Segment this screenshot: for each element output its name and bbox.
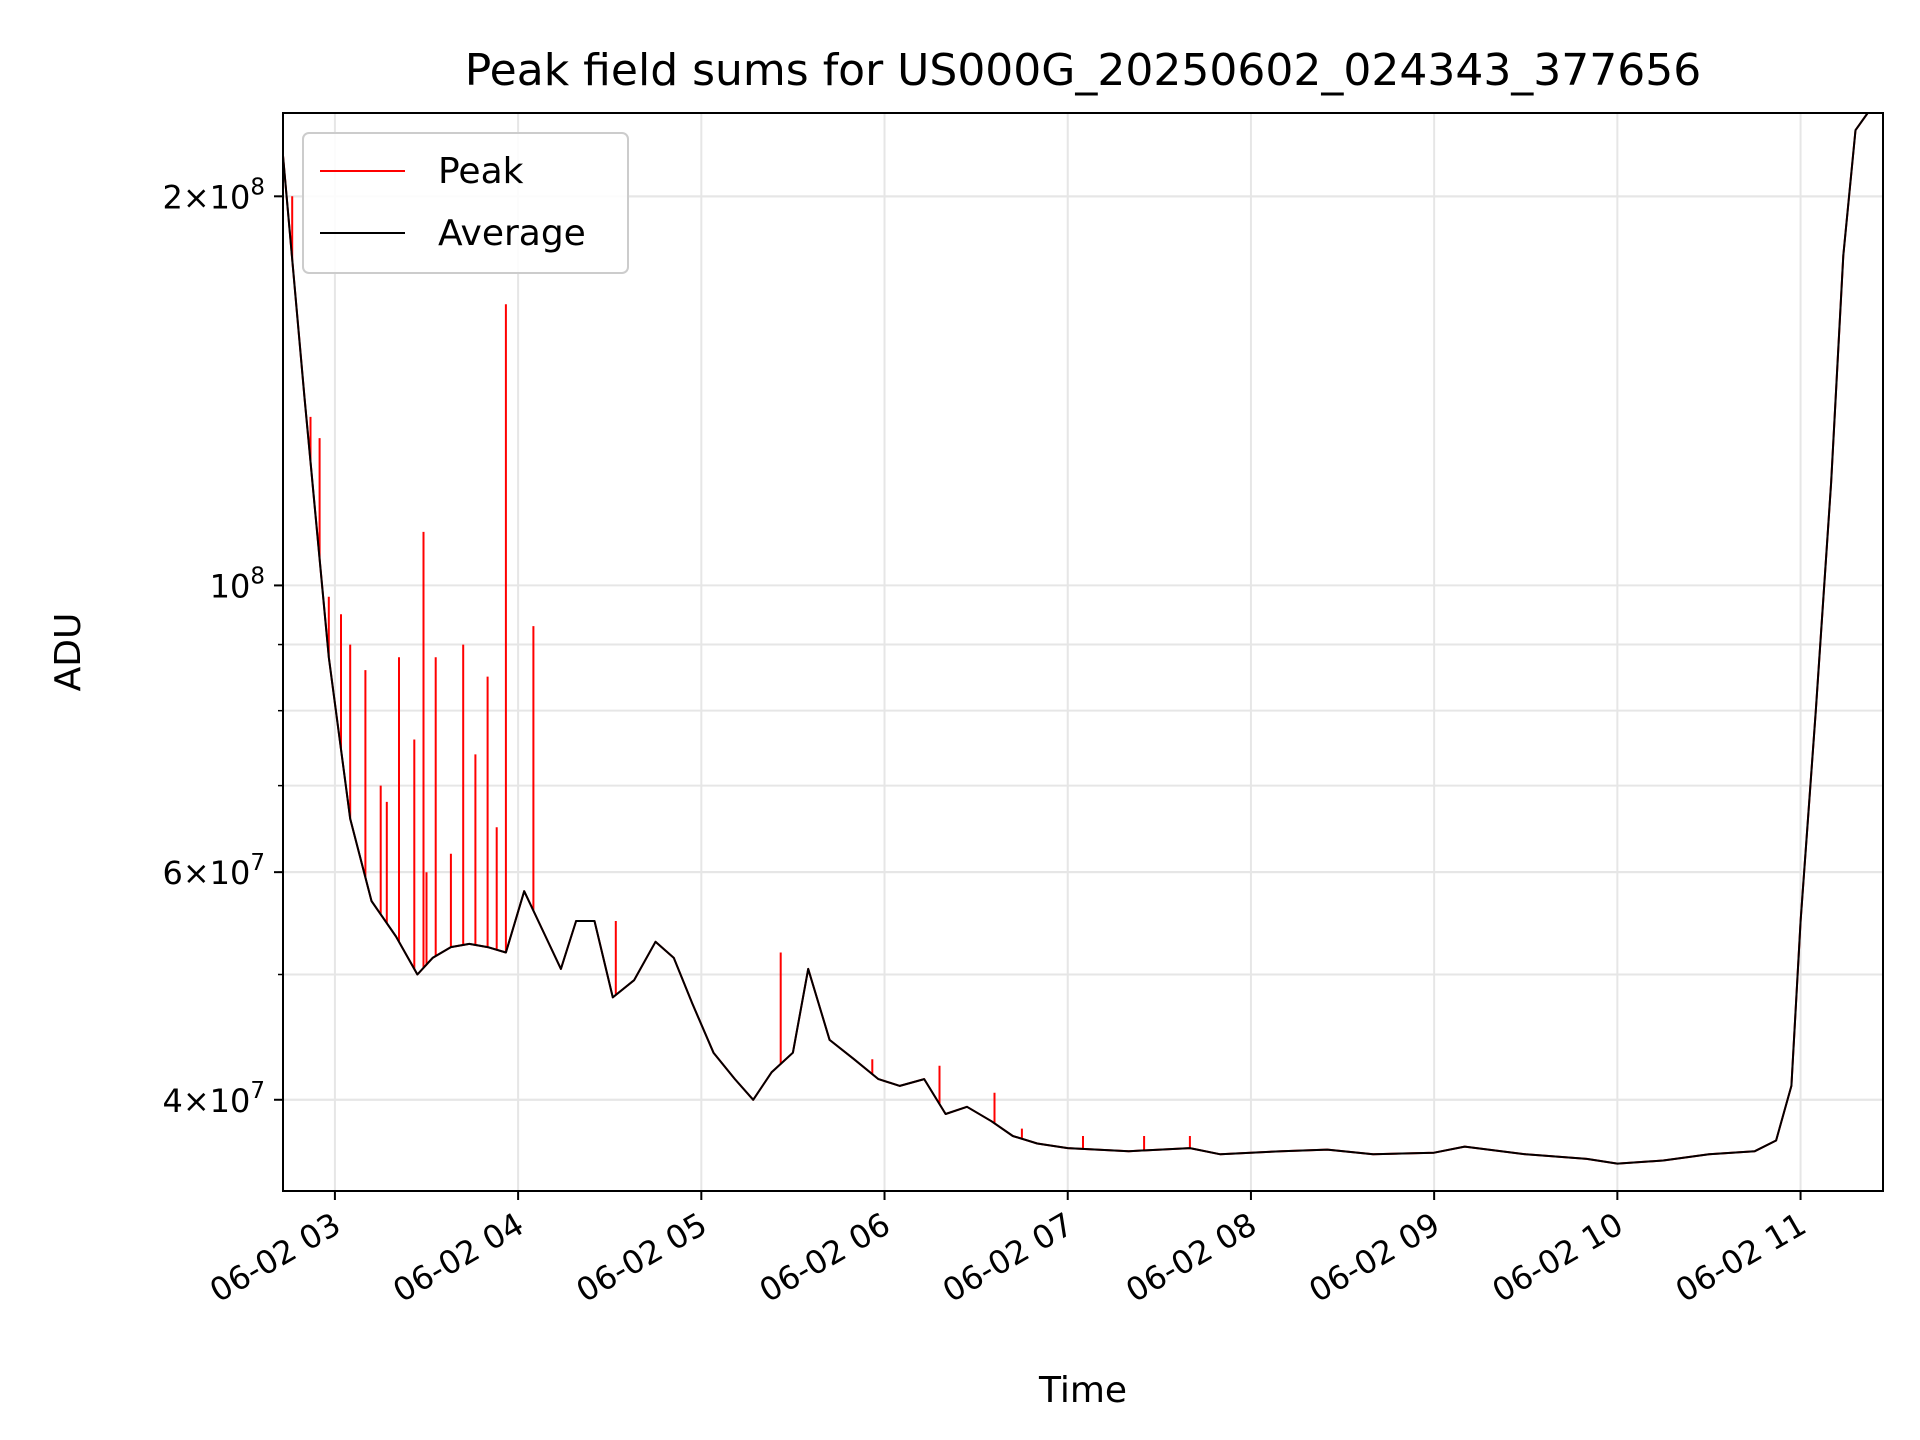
x-axis-label: Time bbox=[1038, 1370, 1127, 1411]
y-tick-label: 4×107 bbox=[162, 1078, 265, 1120]
legend-label-average: Average bbox=[438, 213, 586, 254]
y-axis-label: ADU bbox=[48, 613, 89, 692]
legend-box bbox=[302, 132, 629, 274]
legend-label-peak: Peak bbox=[438, 151, 524, 192]
y-tick-label: 2×108 bbox=[162, 174, 265, 216]
legend: Peak Average bbox=[302, 132, 629, 274]
plot-frame bbox=[282, 112, 1884, 1192]
series-line-average bbox=[282, 112, 1883, 1165]
grid bbox=[283, 113, 1883, 1191]
y-tick-label: 6×107 bbox=[162, 850, 265, 892]
series-area bbox=[282, 112, 1883, 1165]
chart-title: Peak field sums for US000G_20250602_0243… bbox=[465, 45, 1702, 96]
